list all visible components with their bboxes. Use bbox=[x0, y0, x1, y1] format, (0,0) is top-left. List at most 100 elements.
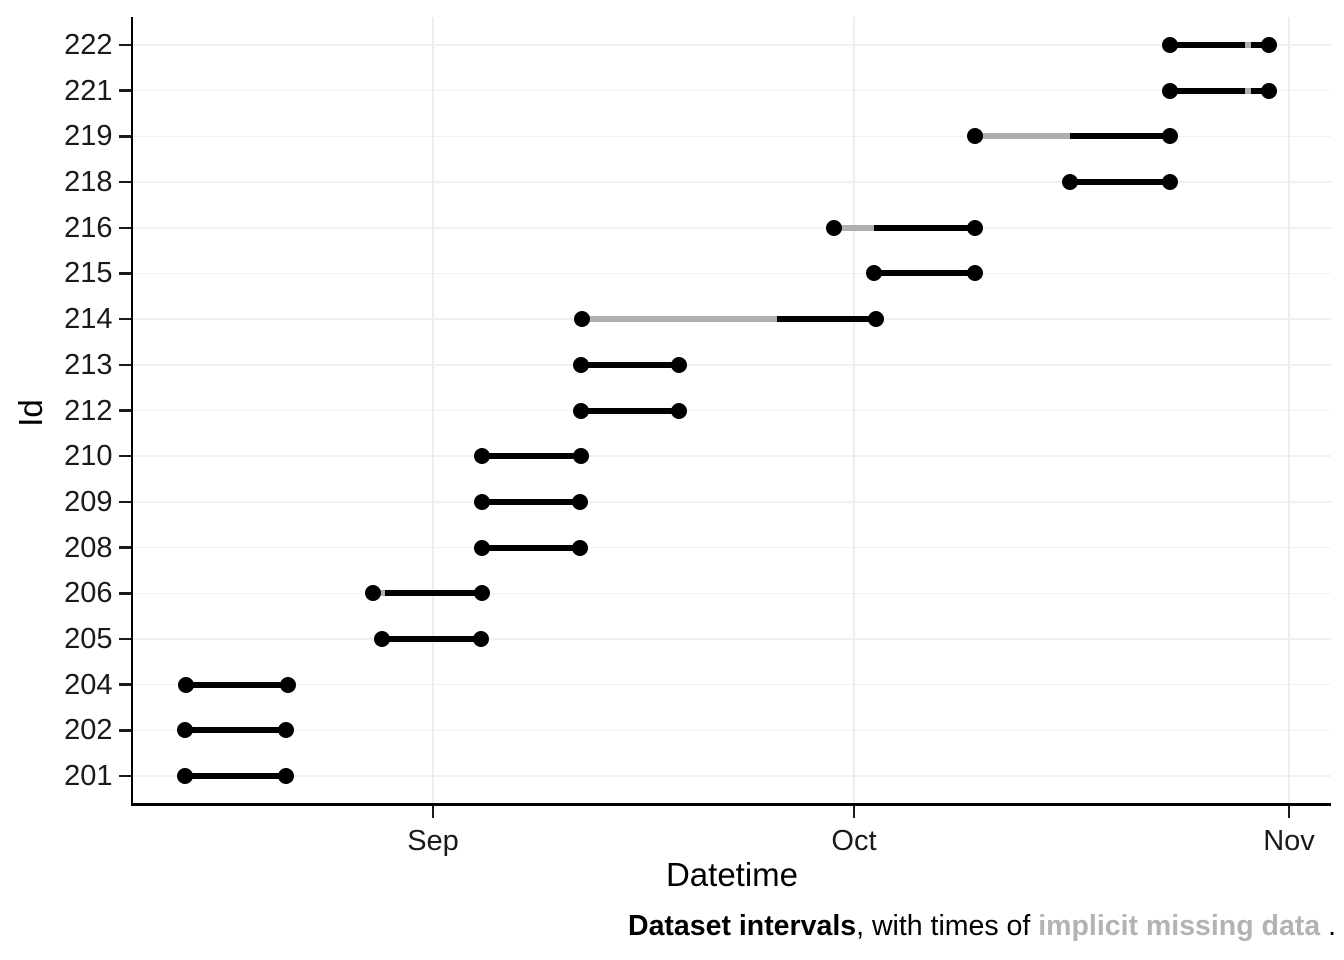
interval-endpoint-dot bbox=[670, 402, 687, 419]
interval-endpoint-dot bbox=[966, 265, 983, 282]
y-tick-mark bbox=[118, 592, 131, 595]
y-tick-mark bbox=[118, 43, 131, 47]
x-gridline bbox=[853, 17, 855, 803]
y-gridline bbox=[133, 775, 1331, 777]
y-tick-label: 215 bbox=[64, 257, 113, 290]
interval-endpoint-dot bbox=[176, 768, 193, 784]
y-gridline bbox=[133, 501, 1331, 503]
y-tick-label: 205 bbox=[64, 622, 113, 655]
interval-endpoint-dot bbox=[966, 219, 983, 236]
interval-endpoint-dot bbox=[1261, 82, 1278, 99]
interval-line bbox=[1169, 42, 1270, 48]
y-tick-mark bbox=[118, 272, 131, 275]
y-gridline bbox=[133, 135, 1331, 138]
x-axis-title: Datetime bbox=[665, 856, 799, 893]
y-gridline bbox=[133, 455, 1331, 457]
interval-endpoint-dot bbox=[176, 722, 193, 739]
caption-title-bold: Dataset intervals bbox=[627, 910, 857, 942]
missing-interval-line bbox=[974, 133, 1071, 140]
interval-line bbox=[581, 361, 679, 368]
y-gridline bbox=[133, 44, 1331, 46]
interval-endpoint-dot bbox=[277, 722, 294, 739]
y-tick-mark bbox=[118, 135, 131, 138]
interval-endpoint-dot bbox=[474, 448, 491, 465]
y-tick-mark bbox=[118, 637, 131, 641]
y-gridline bbox=[133, 89, 1331, 92]
interval-endpoint-dot bbox=[572, 493, 589, 510]
x-gridline bbox=[1288, 17, 1290, 803]
interval-endpoint-dot bbox=[865, 265, 882, 282]
x-tick-mark bbox=[1287, 805, 1291, 818]
interval-endpoint-dot bbox=[966, 128, 983, 145]
caption-period: . bbox=[1320, 910, 1336, 942]
y-tick-mark bbox=[118, 409, 131, 412]
y-gridline bbox=[133, 638, 1331, 640]
interval-endpoint-dot bbox=[1161, 37, 1178, 53]
y-tick-label: 210 bbox=[64, 440, 113, 473]
interval-endpoint-dot bbox=[280, 676, 297, 693]
y-tick-label: 219 bbox=[64, 120, 113, 153]
y-tick-label: 208 bbox=[64, 531, 113, 564]
missing-interval-line bbox=[581, 316, 777, 323]
y-tick-label: 221 bbox=[64, 74, 113, 107]
interval-endpoint-dot bbox=[1062, 174, 1079, 191]
x-tick-label: Sep bbox=[407, 825, 459, 857]
interval-endpoint-dot bbox=[178, 676, 195, 693]
missing-interval-line bbox=[1244, 87, 1252, 94]
y-gridline bbox=[133, 683, 1331, 686]
x-tick-label: Nov bbox=[1263, 825, 1315, 857]
y-tick-label: 218 bbox=[64, 166, 113, 199]
y-tick-mark bbox=[118, 363, 131, 367]
interval-line bbox=[873, 270, 975, 277]
y-tick-mark bbox=[118, 89, 131, 92]
y-tick-label: 204 bbox=[64, 668, 113, 701]
x-axis-line bbox=[130, 803, 1331, 806]
interval-line bbox=[834, 224, 975, 231]
interval-endpoint-dot bbox=[474, 539, 491, 556]
y-tick-mark bbox=[118, 226, 131, 229]
interval-line bbox=[482, 498, 581, 505]
caption: Dataset intervals, with times of implici… bbox=[0, 908, 1336, 944]
interval-endpoint-dot bbox=[670, 356, 687, 373]
interval-endpoint-dot bbox=[474, 585, 491, 602]
y-gridline bbox=[133, 409, 1331, 412]
interval-endpoint-dot bbox=[277, 768, 294, 784]
y-tick-mark bbox=[118, 317, 131, 321]
interval-line bbox=[1070, 179, 1170, 186]
interval-endpoint-dot bbox=[1161, 82, 1178, 99]
x-tick-mark bbox=[431, 805, 435, 818]
y-gridline bbox=[133, 546, 1331, 549]
interval-line bbox=[184, 773, 286, 779]
x-tick-mark bbox=[852, 805, 856, 818]
interval-endpoint-dot bbox=[573, 356, 590, 373]
y-gridline bbox=[133, 729, 1331, 732]
interval-line bbox=[974, 133, 1170, 140]
interval-endpoint-dot bbox=[1261, 37, 1278, 53]
y-tick-mark bbox=[118, 454, 131, 458]
interval-line bbox=[1169, 87, 1270, 94]
interval-endpoint-dot bbox=[374, 630, 391, 647]
y-tick-label: 222 bbox=[64, 29, 113, 61]
y-gridline bbox=[133, 227, 1331, 229]
interval-line bbox=[482, 453, 582, 460]
missing-interval-line bbox=[1244, 42, 1252, 48]
y-tick-mark bbox=[118, 500, 131, 504]
interval-line bbox=[581, 407, 679, 414]
interval-endpoint-dot bbox=[474, 493, 491, 510]
interval-endpoint-dot bbox=[573, 402, 590, 419]
interval-endpoint-dot bbox=[868, 311, 885, 328]
interval-endpoint-dot bbox=[1161, 174, 1178, 191]
caption-missing-highlight: implicit missing data bbox=[1038, 910, 1321, 942]
y-tick-label: 209 bbox=[64, 485, 113, 518]
interval-endpoint-dot bbox=[826, 219, 843, 236]
interval-endpoint-dot bbox=[572, 539, 589, 556]
y-gridline bbox=[133, 364, 1331, 366]
y-tick-mark bbox=[118, 774, 131, 778]
y-tick-label: 202 bbox=[64, 714, 113, 747]
y-tick-mark bbox=[118, 546, 131, 549]
x-gridline bbox=[432, 17, 434, 803]
interval-endpoint-dot bbox=[573, 448, 590, 465]
y-gridline bbox=[133, 592, 1331, 594]
y-tick-label: 206 bbox=[64, 577, 113, 610]
